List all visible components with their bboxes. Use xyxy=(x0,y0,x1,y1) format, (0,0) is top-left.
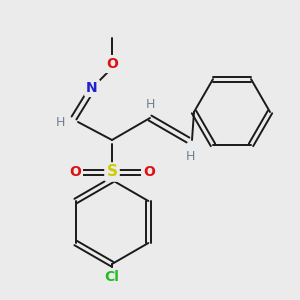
Text: S: S xyxy=(106,164,118,179)
Text: O: O xyxy=(106,57,118,71)
Text: H: H xyxy=(55,116,65,130)
Text: Cl: Cl xyxy=(105,270,119,284)
Text: N: N xyxy=(86,81,98,95)
Text: H: H xyxy=(145,98,155,110)
Text: O: O xyxy=(143,165,155,179)
Text: H: H xyxy=(185,149,195,163)
Text: O: O xyxy=(69,165,81,179)
